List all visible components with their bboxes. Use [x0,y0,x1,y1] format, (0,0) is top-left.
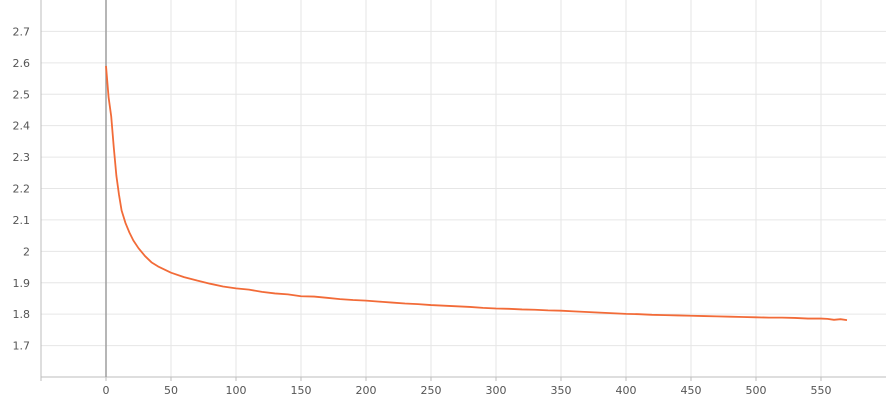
x-tick-label: 200 [356,384,377,397]
x-tick-label: 300 [486,384,507,397]
y-tick-label: 2.7 [13,25,31,38]
x-tick-label: 250 [421,384,442,397]
x-tick-labels: 0 50 100 150 200 250 300 350 400 450 500 550 [103,384,832,397]
x-tick-label: 50 [164,384,178,397]
vertical-gridlines [40,0,822,381]
x-tick-label: 550 [811,384,832,397]
y-tick-label: 1.8 [13,308,31,321]
x-tick-label: 100 [226,384,247,397]
x-tick-label: 450 [681,384,702,397]
x-tick-label: 150 [291,384,312,397]
y-tick-label: 1.7 [13,340,31,353]
y-tick-label: 2.1 [13,214,31,227]
y-tick-label: 2.5 [13,88,31,101]
y-tick-label: 2.3 [13,151,31,164]
y-tick-label: 2.6 [13,57,31,70]
y-tick-label: 2 [23,245,30,258]
x-tick-label: 400 [616,384,637,397]
x-tick-label: 500 [746,384,767,397]
series-line [105,65,848,322]
y-tick-labels: 1.7 1.8 1.9 2 2.1 2.2 2.3 2.4 2.5 2.6 2.7 [13,25,31,352]
x-tick-label: 350 [551,384,572,397]
y-tick-label: 2.4 [13,120,31,133]
x-tick-label: 0 [103,384,110,397]
horizontal-gridlines [41,30,886,347]
y-tick-label: 1.9 [13,277,31,290]
series-group [105,65,848,322]
y-tick-label: 2.2 [13,183,31,196]
